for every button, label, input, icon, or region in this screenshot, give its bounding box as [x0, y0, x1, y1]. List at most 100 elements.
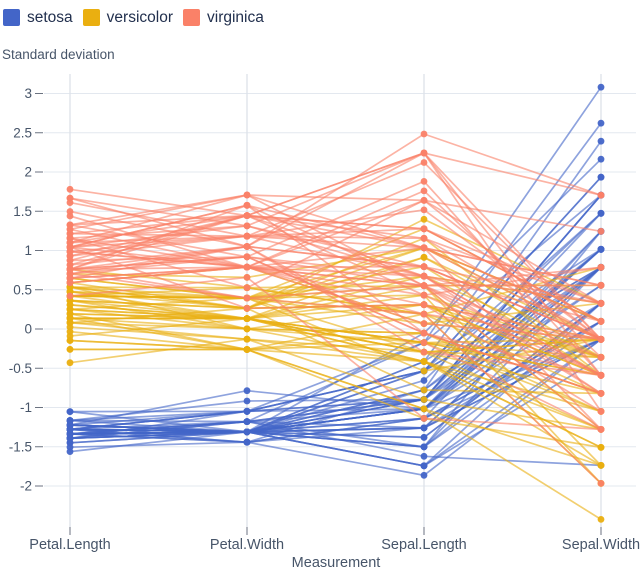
data-point[interactable]: [597, 317, 605, 325]
data-point[interactable]: [597, 137, 605, 145]
data-point[interactable]: [597, 335, 605, 343]
data-point[interactable]: [243, 212, 251, 220]
legend-item-setosa[interactable]: setosa: [3, 9, 73, 26]
data-point[interactable]: [420, 310, 428, 318]
data-point[interactable]: [420, 462, 428, 470]
data-point[interactable]: [420, 159, 428, 166]
data-point[interactable]: [420, 358, 428, 365]
data-point[interactable]: [243, 232, 251, 240]
data-point[interactable]: [597, 426, 605, 433]
data-point[interactable]: [243, 263, 251, 271]
data-point[interactable]: [243, 418, 251, 425]
observation-line[interactable]: [69, 266, 602, 341]
data-point[interactable]: [420, 415, 428, 422]
data-point[interactable]: [597, 371, 605, 379]
data-point[interactable]: [420, 130, 428, 138]
data-point[interactable]: [420, 225, 428, 233]
data-point[interactable]: [243, 253, 251, 261]
observation-line[interactable]: [69, 268, 602, 377]
data-point[interactable]: [66, 252, 74, 260]
data-point[interactable]: [243, 407, 251, 415]
data-point[interactable]: [597, 299, 605, 307]
observation-line[interactable]: [69, 194, 602, 233]
data-point[interactable]: [597, 263, 605, 271]
data-point[interactable]: [420, 244, 428, 252]
observation-line[interactable]: [69, 212, 602, 433]
data-point[interactable]: [420, 234, 428, 242]
observation-line[interactable]: [69, 214, 602, 305]
data-point[interactable]: [597, 119, 605, 127]
data-point[interactable]: [420, 396, 428, 403]
data-point[interactable]: [420, 272, 428, 280]
data-point[interactable]: [66, 328, 74, 335]
legend-item-virginica[interactable]: virginica: [183, 9, 264, 26]
observation-line[interactable]: [69, 151, 602, 376]
data-point[interactable]: [243, 346, 251, 353]
data-point[interactable]: [420, 434, 428, 441]
data-point[interactable]: [597, 516, 605, 523]
data-point[interactable]: [66, 265, 74, 273]
observation-line[interactable]: [69, 266, 602, 341]
data-point[interactable]: [420, 149, 428, 157]
observation-line[interactable]: [69, 338, 602, 431]
data-point[interactable]: [66, 292, 74, 300]
data-point[interactable]: [597, 390, 605, 397]
data-point[interactable]: [597, 462, 605, 469]
observation-line[interactable]: [69, 338, 602, 477]
data-point[interactable]: [420, 471, 428, 479]
observation-line[interactable]: [69, 235, 602, 341]
data-point[interactable]: [243, 325, 251, 333]
data-point[interactable]: [420, 291, 428, 299]
data-point[interactable]: [66, 230, 74, 238]
data-point[interactable]: [243, 294, 251, 302]
data-point[interactable]: [66, 448, 74, 455]
data-point[interactable]: [420, 367, 428, 375]
observation-line[interactable]: [69, 348, 602, 467]
data-point[interactable]: [243, 284, 251, 292]
observation-line[interactable]: [69, 255, 602, 431]
observation-line[interactable]: [69, 194, 602, 287]
data-point[interactable]: [597, 444, 605, 451]
data-point[interactable]: [420, 329, 428, 337]
data-point[interactable]: [66, 185, 74, 193]
data-point[interactable]: [243, 397, 251, 405]
data-point[interactable]: [420, 424, 428, 432]
data-point[interactable]: [66, 408, 74, 415]
observation-line[interactable]: [69, 245, 602, 341]
data-point[interactable]: [420, 301, 428, 309]
data-point[interactable]: [243, 191, 251, 199]
data-point[interactable]: [243, 315, 251, 322]
data-point[interactable]: [243, 243, 251, 250]
data-point[interactable]: [420, 348, 428, 356]
data-point[interactable]: [420, 187, 428, 195]
data-point[interactable]: [243, 274, 251, 281]
data-point[interactable]: [597, 353, 605, 361]
data-point[interactable]: [597, 209, 605, 217]
observation-line[interactable]: [69, 284, 602, 435]
data-point[interactable]: [243, 222, 251, 230]
data-point[interactable]: [597, 83, 605, 91]
observation-line[interactable]: [69, 152, 602, 340]
observation-line[interactable]: [69, 266, 602, 341]
data-point[interactable]: [597, 155, 605, 163]
data-point[interactable]: [66, 194, 74, 202]
observation-line[interactable]: [69, 214, 602, 341]
observation-line[interactable]: [69, 330, 602, 449]
data-point[interactable]: [420, 178, 428, 185]
data-point[interactable]: [420, 206, 428, 214]
series-virginica-lines[interactable]: [69, 133, 602, 485]
data-point[interactable]: [597, 245, 605, 253]
data-point[interactable]: [243, 201, 251, 209]
observation-line[interactable]: [69, 199, 602, 305]
data-point[interactable]: [420, 320, 428, 327]
data-point[interactable]: [243, 387, 251, 395]
data-point[interactable]: [420, 443, 428, 451]
data-point[interactable]: [420, 282, 428, 290]
data-point[interactable]: [420, 263, 428, 271]
data-point[interactable]: [243, 335, 251, 343]
data-point[interactable]: [66, 346, 74, 353]
data-point[interactable]: [243, 438, 251, 446]
data-point[interactable]: [66, 208, 74, 215]
data-point[interactable]: [66, 337, 74, 344]
data-point[interactable]: [420, 377, 428, 384]
